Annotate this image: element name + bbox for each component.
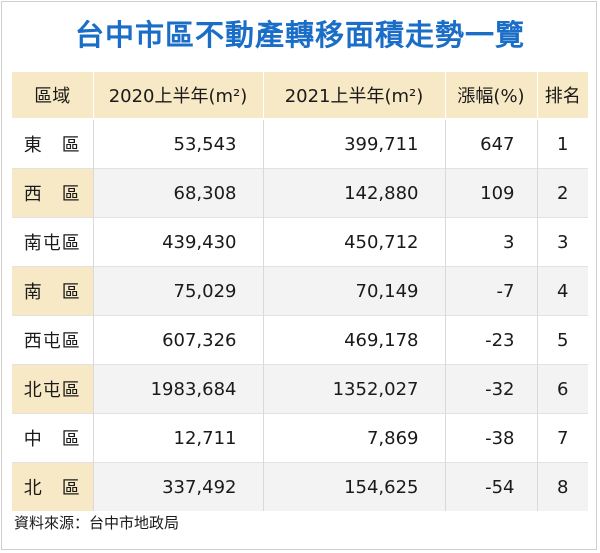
cell-rank: 4 — [537, 266, 588, 316]
cell-change: -32 — [445, 364, 538, 414]
cell-area-2021: 70,149 — [263, 266, 446, 316]
cell-district: 北 區 — [12, 462, 94, 511]
cell-area-2021: 154,625 — [263, 462, 446, 511]
table-row: 南 區 75,029 70,149 -7 4 — [12, 266, 588, 316]
cell-change: 647 — [445, 118, 538, 169]
cell-area-2020: 607,326 — [93, 315, 264, 365]
cell-area-2020: 12,711 — [93, 413, 264, 463]
cell-area-2020: 75,029 — [93, 266, 264, 316]
cell-area-2020: 68,308 — [93, 168, 264, 218]
cell-change: -23 — [445, 315, 538, 365]
table-row: 北屯區 1983,684 1352,027 -32 6 — [12, 364, 588, 414]
column-header-2021: 2021上半年(m²) — [263, 72, 446, 120]
cell-area-2021: 469,178 — [263, 315, 446, 365]
cell-area-2020: 337,492 — [93, 462, 264, 511]
column-header-2020: 2020上半年(m²) — [93, 72, 264, 120]
cell-district: 西屯區 — [12, 315, 94, 365]
cell-change: 109 — [445, 168, 538, 218]
table-row: 西屯區 607,326 469,178 -23 5 — [12, 315, 588, 365]
cell-district: 東 區 — [12, 118, 94, 169]
cell-change: 3 — [445, 217, 538, 267]
cell-rank: 8 — [537, 462, 588, 511]
source-note: 資料來源：台中市地政局 — [14, 514, 180, 532]
cell-rank: 7 — [537, 413, 588, 463]
cell-change: -7 — [445, 266, 538, 316]
cell-area-2020: 53,543 — [93, 118, 264, 169]
cell-area-2021: 450,712 — [263, 217, 446, 267]
table-row: 北 區 337,492 154,625 -54 8 — [12, 462, 588, 511]
cell-rank: 1 — [537, 118, 588, 169]
data-table: 區域 2020上半年(m²) 2021上半年(m²) 漲幅(%) 排名 東 區 … — [12, 72, 588, 511]
cell-area-2020: 439,430 — [93, 217, 264, 267]
table-row: 中 區 12,711 7,869 -38 7 — [12, 413, 588, 463]
table-row: 南屯區 439,430 450,712 3 3 — [12, 217, 588, 267]
cell-rank: 3 — [537, 217, 588, 267]
cell-area-2020: 1983,684 — [93, 364, 264, 414]
cell-area-2021: 142,880 — [263, 168, 446, 218]
chart-title: 台中市區不動產轉移面積走勢一覽 — [74, 18, 525, 52]
cell-rank: 5 — [537, 315, 588, 365]
table-header-row: 區域 2020上半年(m²) 2021上半年(m²) 漲幅(%) 排名 — [12, 72, 588, 120]
cell-rank: 2 — [537, 168, 588, 218]
cell-area-2021: 1352,027 — [263, 364, 446, 414]
cell-district: 西 區 — [12, 168, 94, 218]
column-header-rank: 排名 — [537, 72, 588, 120]
cell-district: 中 區 — [12, 413, 94, 463]
cell-change: -54 — [445, 462, 538, 511]
cell-district: 南屯區 — [12, 217, 94, 267]
cell-district: 南 區 — [12, 266, 94, 316]
cell-area-2021: 399,711 — [263, 118, 446, 169]
cell-change: -38 — [445, 413, 538, 463]
column-header-district: 區域 — [12, 72, 94, 120]
cell-area-2021: 7,869 — [263, 413, 446, 463]
cell-district: 北屯區 — [12, 364, 94, 414]
column-header-change: 漲幅(%) — [445, 72, 538, 120]
cell-rank: 6 — [537, 364, 588, 414]
table-row: 東 區 53,543 399,711 647 1 — [12, 118, 588, 169]
table-row: 西 區 68,308 142,880 109 2 — [12, 168, 588, 218]
